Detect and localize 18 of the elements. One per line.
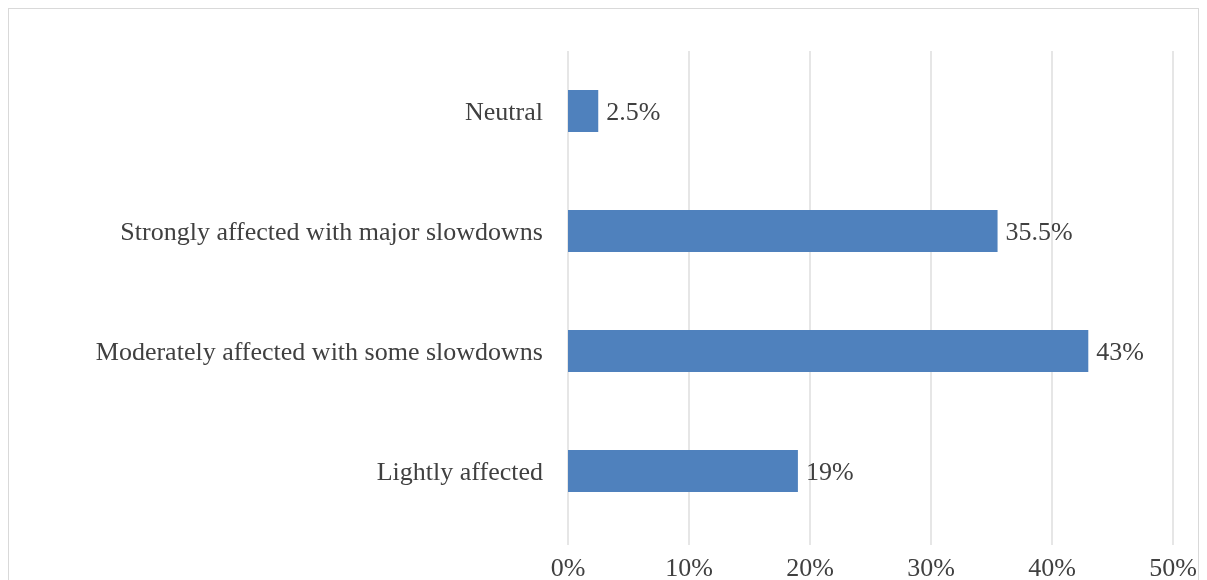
y-tick-label: Neutral [465, 97, 543, 127]
bar [568, 210, 998, 252]
bar [568, 330, 1089, 372]
data-label: 35.5% [1005, 217, 1073, 247]
x-tick-label: 30% [907, 553, 955, 580]
x-tick-label: 40% [1028, 553, 1076, 580]
x-tick-label: 20% [786, 553, 834, 580]
data-label: 2.5% [606, 97, 661, 127]
y-tick-label: Strongly affected with major slowdowns [120, 217, 543, 247]
bar [568, 450, 798, 492]
bar [568, 90, 599, 132]
y-tick-label: Moderately affected with some slowdowns [95, 337, 543, 367]
x-tick-label: 50% [1149, 553, 1197, 580]
x-tick-label: 10% [665, 553, 713, 580]
x-tick-label: 0% [550, 553, 586, 580]
data-label: 19% [805, 457, 854, 487]
data-label: 43% [1096, 337, 1144, 367]
y-tick-label: Lightly affected [376, 457, 543, 487]
